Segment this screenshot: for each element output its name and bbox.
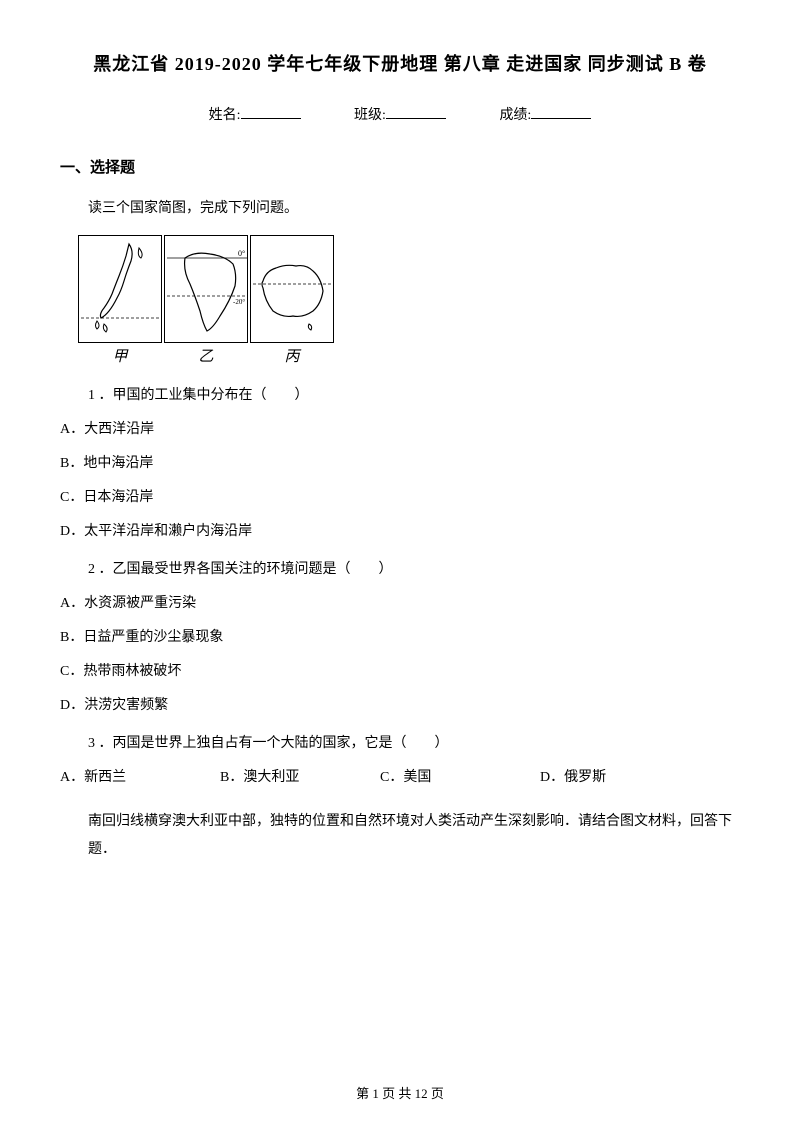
instruction-text: 读三个国家简图，完成下列问题。 bbox=[88, 197, 740, 217]
context-paragraph: 南回归线横穿澳大利亚中部，独特的位置和自然环境对人类活动产生深刻影响．请结合图文… bbox=[88, 808, 740, 864]
map-figure: 0° -20° 甲 乙 丙 bbox=[78, 235, 740, 366]
score-blank[interactable] bbox=[531, 118, 591, 119]
q1-option-b: B．地中海沿岸 bbox=[60, 452, 740, 472]
q2-option-c: C．热带雨林被破坏 bbox=[60, 660, 740, 680]
student-info-line: 姓名: 班级: 成绩: bbox=[60, 104, 740, 124]
q3-option-d: D．俄罗斯 bbox=[540, 766, 700, 786]
q2-option-a: A．水资源被严重污染 bbox=[60, 592, 740, 612]
section-header: 一、选择题 bbox=[60, 156, 740, 177]
page-footer: 第 1 页 共 12 页 bbox=[0, 1083, 800, 1102]
question-2: 2 ．乙国最受世界各国关注的环境问题是（ ） bbox=[88, 558, 740, 578]
q3-option-c: C．美国 bbox=[380, 766, 540, 786]
name-blank[interactable] bbox=[241, 118, 301, 119]
svg-text:0°: 0° bbox=[238, 249, 245, 258]
q2-option-b: B．日益严重的沙尘暴现象 bbox=[60, 626, 740, 646]
name-label: 姓名: bbox=[209, 108, 241, 123]
q2-option-d: D．洪涝灾害频繁 bbox=[60, 694, 740, 714]
map-label-1: 甲 bbox=[78, 343, 162, 366]
q1-option-a: A．大西洋沿岸 bbox=[60, 418, 740, 438]
q1-option-c: C．日本海沿岸 bbox=[60, 486, 740, 506]
map-australia bbox=[250, 235, 334, 343]
class-label: 班级: bbox=[354, 108, 386, 123]
question-1: 1 ．甲国的工业集中分布在（ ） bbox=[88, 384, 740, 404]
map-label-2: 乙 bbox=[164, 343, 248, 366]
q3-option-a: A．新西兰 bbox=[60, 766, 220, 786]
q1-option-d: D．太平洋沿岸和濑户内海沿岸 bbox=[60, 520, 740, 540]
map-label-3: 丙 bbox=[250, 343, 334, 366]
question-3: 3 ．丙国是世界上独自占有一个大陆的国家，它是（ ） bbox=[88, 732, 740, 752]
score-label: 成绩: bbox=[499, 108, 531, 123]
q3-options: A．新西兰 B．澳大利亚 C．美国 D．俄罗斯 bbox=[60, 766, 740, 786]
svg-text:-20°: -20° bbox=[233, 298, 245, 306]
map-japan bbox=[78, 235, 162, 343]
q3-option-b: B．澳大利亚 bbox=[220, 766, 380, 786]
page-title: 黑龙江省 2019-2020 学年七年级下册地理 第八章 走进国家 同步测试 B… bbox=[60, 50, 740, 76]
map-brazil: 0° -20° bbox=[164, 235, 248, 343]
class-blank[interactable] bbox=[386, 118, 446, 119]
